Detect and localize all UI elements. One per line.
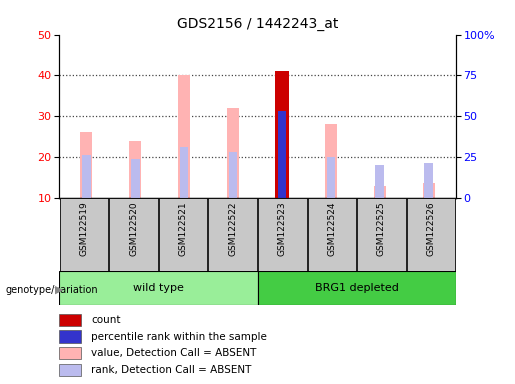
Text: GSM122525: GSM122525 [377, 202, 386, 256]
Bar [407, 198, 455, 271]
Bar [131, 159, 140, 198]
Text: genotype/variation: genotype/variation [5, 285, 98, 295]
Bar [59, 364, 81, 376]
Bar [178, 75, 190, 198]
Bar [423, 184, 435, 198]
Bar [227, 108, 239, 198]
Text: GSM122524: GSM122524 [328, 202, 336, 256]
Bar [59, 271, 258, 305]
Bar [180, 147, 188, 198]
Bar [60, 198, 108, 271]
Text: GSM122519: GSM122519 [79, 202, 89, 256]
Bar [209, 198, 257, 271]
Text: GSM122521: GSM122521 [179, 202, 187, 256]
Bar [278, 111, 286, 198]
Bar [307, 198, 356, 271]
Bar [424, 164, 433, 198]
Bar [80, 132, 92, 198]
Bar [229, 152, 237, 198]
Bar [327, 157, 335, 198]
Bar [325, 124, 337, 198]
Bar [82, 156, 91, 198]
Text: percentile rank within the sample: percentile rank within the sample [91, 332, 267, 342]
Text: count: count [91, 315, 121, 325]
Bar [159, 198, 208, 271]
Text: wild type: wild type [133, 283, 184, 293]
Bar [109, 198, 158, 271]
Bar [374, 185, 386, 198]
Bar [258, 271, 456, 305]
Bar [375, 165, 384, 198]
Text: GSM122522: GSM122522 [228, 202, 237, 256]
Text: GSM122520: GSM122520 [129, 202, 138, 256]
Text: GSM122526: GSM122526 [426, 202, 436, 256]
Bar [59, 330, 81, 343]
Bar [258, 198, 306, 271]
Bar [59, 347, 81, 359]
Text: rank, Detection Call = ABSENT: rank, Detection Call = ABSENT [91, 365, 251, 375]
Title: GDS2156 / 1442243_at: GDS2156 / 1442243_at [177, 17, 338, 31]
Text: BRG1 depleted: BRG1 depleted [315, 283, 399, 293]
Bar [59, 314, 81, 326]
Text: GSM122523: GSM122523 [278, 202, 287, 256]
Bar [274, 71, 289, 198]
Bar [129, 141, 141, 198]
Text: value, Detection Call = ABSENT: value, Detection Call = ABSENT [91, 348, 256, 358]
Bar [357, 198, 406, 271]
Text: ▶: ▶ [55, 285, 63, 295]
